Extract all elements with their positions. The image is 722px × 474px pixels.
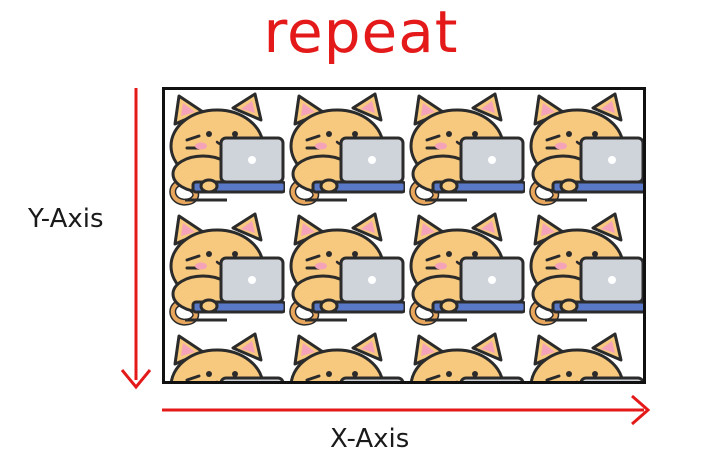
repeated-tile	[405, 90, 527, 210]
cat-with-laptop-icon	[529, 332, 643, 381]
repeated-tile	[405, 210, 527, 330]
x-axis-arrow	[162, 394, 651, 426]
repeated-tile	[165, 210, 287, 330]
cat-with-laptop-icon	[409, 212, 527, 326]
cat-with-laptop-icon	[529, 212, 643, 326]
cat-with-laptop-icon	[289, 332, 405, 381]
repeated-tile	[525, 210, 643, 330]
repeated-tile	[285, 90, 407, 210]
y-axis-label: Y-Axis	[28, 204, 104, 234]
x-axis-label: X-Axis	[330, 424, 410, 454]
repeated-tile	[285, 210, 407, 330]
cat-with-laptop-icon	[169, 332, 285, 381]
repeat-frame	[162, 87, 646, 384]
y-axis-arrow	[120, 88, 152, 390]
repeated-tile	[525, 330, 643, 381]
cat-with-laptop-icon	[169, 92, 287, 206]
repeated-tile	[165, 90, 287, 210]
repeated-tile	[165, 330, 285, 381]
cat-with-laptop-icon	[409, 332, 525, 381]
cat-with-laptop-icon	[169, 212, 287, 326]
repeated-tile	[405, 330, 525, 381]
cat-with-laptop-icon	[289, 92, 407, 206]
cat-with-laptop-icon	[529, 92, 643, 206]
repeated-tile	[525, 90, 643, 210]
cat-with-laptop-icon	[289, 212, 407, 326]
cat-with-laptop-icon	[409, 92, 527, 206]
repeated-tile	[285, 330, 405, 381]
title: repeat	[263, 0, 459, 66]
